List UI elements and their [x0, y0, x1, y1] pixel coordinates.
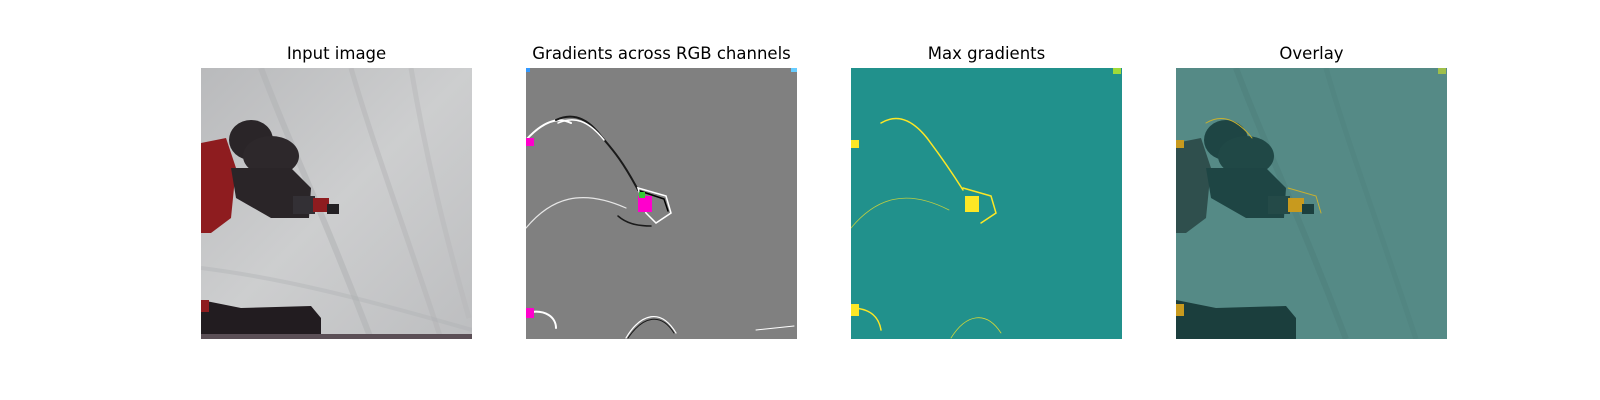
panel-title: Input image [286, 44, 387, 63]
input-image [201, 68, 472, 339]
panel-overlay: Overlay [1176, 40, 1447, 339]
panel-title: Overlay [1279, 44, 1344, 63]
panel-input-image: Input image [201, 40, 472, 339]
panel-title: Gradients across RGB channels [532, 44, 791, 63]
overlay-image [1176, 68, 1447, 339]
panel-title: Max gradients [927, 44, 1046, 63]
panel-max-gradients: Max gradients [851, 40, 1122, 339]
gradients-rgb-image [526, 68, 797, 339]
panel-gradients-rgb: Gradients across RGB channels [526, 40, 797, 339]
max-gradients-image [851, 68, 1122, 339]
